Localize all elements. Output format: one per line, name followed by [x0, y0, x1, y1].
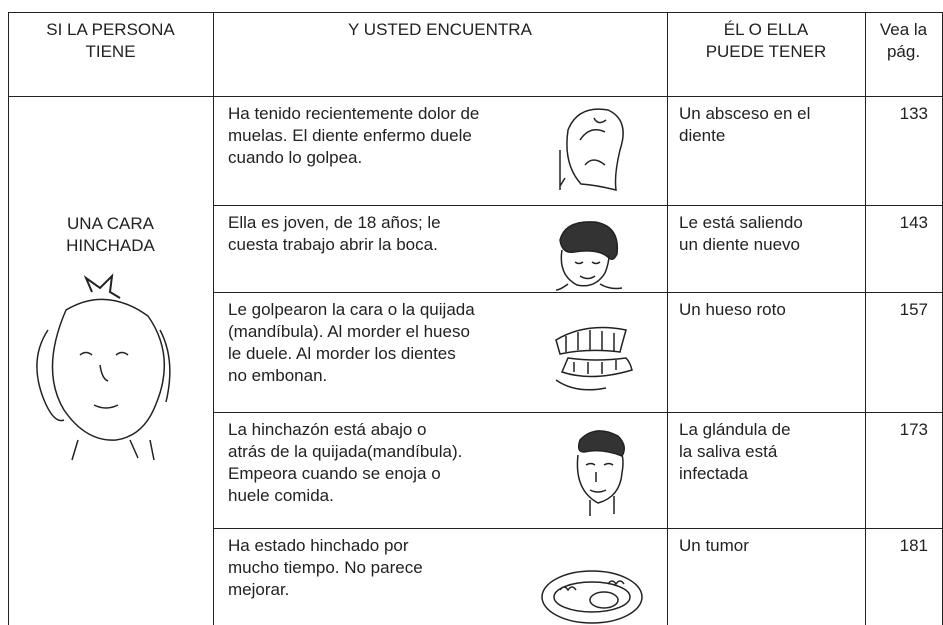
rule [865, 12, 866, 625]
header-label: TIENE [85, 42, 136, 61]
rule [213, 205, 943, 206]
cause-text: Un absceso en el [679, 104, 811, 123]
header-label: pág. [886, 42, 921, 61]
page-number: 173 [899, 420, 928, 439]
finding-text: mejorar. [228, 580, 290, 599]
cause-text: la saliva está [679, 442, 778, 461]
cause-text: un diente nuevo [679, 235, 800, 254]
rule [213, 528, 943, 529]
girl-drawing [555, 221, 623, 291]
rule [213, 412, 943, 413]
finding-text: Empeora cuando se enoja o [228, 464, 441, 483]
header-label: PUEDE TENER [705, 42, 827, 61]
cause-text: La glándula de [679, 420, 791, 439]
rule [8, 96, 943, 97]
finding-text: (mandíbula). Al morder el hueso [228, 322, 470, 341]
page-number: 133 [899, 104, 928, 123]
finding-text: Ha tenido recientemente dolor de [228, 104, 480, 123]
condition-label: HINCHADA [66, 236, 155, 255]
rule [213, 12, 214, 625]
finding-text: cuesta trabajo abrir la boca. [228, 235, 438, 254]
finding-text: Ha estado hinchado por [228, 536, 409, 555]
finding-text: le duele. Al morder los dientes [228, 344, 456, 363]
cause-text: Le está saliendo [679, 213, 803, 232]
tooth-drawing [559, 108, 624, 191]
rule [8, 12, 943, 13]
finding-text: La hinchazón está abajo o [228, 420, 427, 439]
finding-text: no embonan. [228, 366, 328, 385]
header-label: SI LA PERSONA [46, 20, 175, 39]
header-label: Y USTED ENCUENTRA [348, 20, 532, 39]
page-number: 143 [899, 213, 928, 232]
finding-text: muelas. El diente enfermo duele [228, 126, 472, 145]
rule [213, 292, 943, 293]
finding-text: huele comida. [228, 486, 334, 505]
cause-text: Un hueso roto [679, 300, 786, 319]
header-label: Vea la [879, 20, 928, 39]
mouth-drawing [541, 570, 643, 624]
rule [667, 12, 668, 625]
page-number: 157 [899, 300, 928, 319]
finding-text: atrás de la quijada(mandíbula). [228, 442, 463, 461]
cause-text: diente [679, 126, 726, 145]
finding-text: Le golpearon la cara o la quijada [228, 300, 475, 319]
teeth-drawing [555, 326, 633, 391]
page-number: 181 [899, 536, 928, 555]
cause-text: infectada [679, 464, 748, 483]
header-label: ÉL O ELLA [723, 20, 809, 39]
condition-label: UNA CARA [67, 214, 154, 233]
cause-text: Un tumor [679, 536, 749, 555]
rule [8, 12, 9, 625]
finding-text: mucho tiempo. No parece [228, 558, 423, 577]
finding-text: Ella es joven, de 18 años; le [228, 213, 441, 232]
man-face-drawing [576, 430, 625, 516]
finding-text: cuando lo golpea. [228, 148, 363, 167]
swollen-face-drawing [36, 273, 171, 461]
